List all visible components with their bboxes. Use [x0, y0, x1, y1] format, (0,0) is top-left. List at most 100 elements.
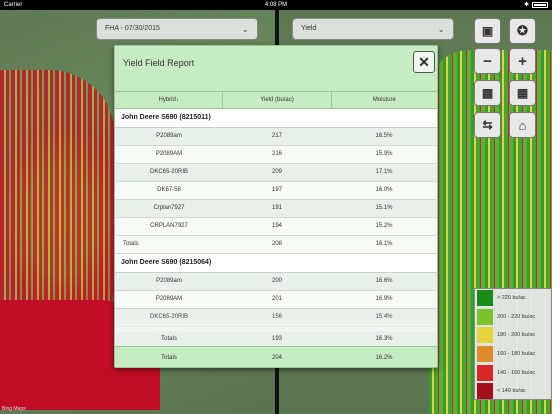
close-button[interactable]: ✕: [413, 51, 435, 73]
close-icon: ✕: [418, 53, 430, 70]
moisture-cell: 16.5%: [375, 133, 393, 139]
yield-legend: > 220 bu/ac 200 - 220 bu/ac 180 - 200 bu/a…: [474, 288, 552, 400]
legend-item: < 140 bu/ac: [475, 382, 551, 401]
group-totals-row: Totals 193 16.3%: [115, 332, 437, 346]
legend-item: 160 - 180 bu/ac: [475, 345, 551, 364]
hybrid-cell: P2089am: [156, 278, 182, 284]
legend-label: > 220 bu/ac: [497, 295, 526, 302]
totals-moisture: 16.1%: [375, 241, 393, 247]
chevron-down-icon: ⌄: [437, 24, 445, 34]
table-row[interactable]: P2089am 200 16.6%: [115, 273, 437, 291]
legend-swatch: [477, 308, 493, 325]
group-header: John Deere S690 (8215011): [115, 109, 437, 128]
yield-cell: 217: [271, 133, 282, 139]
table-row[interactable]: P2089AM 201 16.9%: [115, 291, 437, 309]
report-title: Yield Field Report: [123, 58, 195, 68]
group-totals-label: Totals: [161, 336, 177, 342]
yield-cell: 194: [271, 223, 282, 229]
walking-person-icon: ✪: [517, 23, 528, 38]
grand-totals-row: Totals 204 16.2%: [115, 346, 437, 367]
zoom-out-button[interactable]: −: [474, 48, 501, 74]
hybrid-cell: CRPLAN7927: [150, 223, 188, 229]
bluetooth-icon: ✱: [523, 2, 529, 8]
map-icon: ▣: [481, 24, 494, 38]
yield-cell: 191: [271, 205, 282, 211]
yield-report-panel: Yield Field Report ✕ Hybrid↓ Yield (bu/a…: [114, 45, 438, 368]
yield-cell: 201: [271, 296, 282, 302]
moisture-cell: 16.6%: [375, 278, 393, 284]
table-report-button[interactable]: ▦: [509, 80, 536, 106]
carrier-label: Carrier: [4, 2, 23, 8]
report-header: Yield Field Report ✕: [115, 46, 437, 91]
swap-icon: ⇆: [482, 118, 493, 132]
chevron-down-icon: ⌄: [241, 24, 249, 34]
moisture-cell: 15.9%: [375, 151, 393, 157]
home-button[interactable]: ⌂: [509, 112, 536, 138]
yield-cell: 200: [271, 278, 282, 284]
grand-totals-label: Totals: [161, 355, 177, 361]
table-row[interactable]: DKC65-20RIB 209 17.1%: [115, 164, 437, 182]
moisture-cell: 15.1%: [375, 205, 393, 211]
group-totals-moisture: 16.3%: [375, 336, 393, 342]
legend-label: 200 - 220 bu/ac: [497, 313, 536, 320]
hybrid-cell: DKC65-20RIB: [149, 169, 188, 175]
right-layer-value: Yield: [301, 25, 317, 32]
hybrid-cell: P2089am: [156, 133, 182, 139]
display-toggle-button[interactable]: ▩: [474, 80, 501, 106]
table-row[interactable]: P2089AM 216 15.9%: [115, 146, 437, 164]
minus-icon: −: [483, 52, 492, 70]
hybrid-cell: P2089AM: [155, 296, 183, 302]
battery-icon: [532, 2, 548, 8]
column-header-yield[interactable]: Yield (bu/ac): [222, 92, 330, 108]
battery-indicator: ✱: [524, 0, 548, 10]
column-header-hybrid[interactable]: Hybrid↓: [158, 97, 179, 103]
left-layer-dropdown[interactable]: FHA - 07/30/2015 ⌄: [96, 18, 258, 40]
table-row[interactable]: DK67-58 197 16.0%: [115, 182, 437, 200]
moisture-cell: 17.1%: [375, 169, 393, 175]
table-row[interactable]: P2089am 217 16.5%: [115, 128, 437, 146]
grand-totals-moisture: 16.2%: [375, 355, 393, 361]
walk-mode-button[interactable]: ✪: [509, 18, 536, 44]
table-row[interactable]: CRPLAN7927 194 15.2%: [115, 218, 437, 236]
legend-label: 140 - 160 bu/ac: [497, 369, 536, 376]
table-row[interactable]: Crplan7927 191 15.1%: [115, 200, 437, 218]
swap-layers-button[interactable]: ⇆: [474, 112, 501, 138]
totals-row: Totals 208 16.1%: [115, 236, 437, 254]
home-icon: ⌂: [518, 117, 527, 133]
yield-cell: 197: [271, 187, 282, 193]
legend-label: < 140 bu/ac: [497, 388, 526, 395]
legend-item: 140 - 160 bu/ac: [475, 363, 551, 382]
clock: 4:08 PM: [264, 2, 288, 8]
legend-label: 180 - 200 bu/ac: [497, 332, 536, 339]
right-layer-dropdown[interactable]: Yield ⌄: [292, 18, 454, 40]
legend-item: 180 - 200 bu/ac: [475, 326, 551, 345]
legend-swatch: [477, 327, 493, 344]
hybrid-cell: DK67-58: [157, 187, 181, 193]
plus-icon: +: [518, 52, 527, 70]
grand-totals-yield: 204: [271, 355, 282, 361]
scroll-fade: [115, 314, 437, 332]
zoom-in-button[interactable]: +: [509, 48, 536, 74]
table-header: Hybrid↓ Yield (bu/ac) Moisture: [115, 91, 437, 109]
legend-item: 200 - 220 bu/ac: [475, 308, 551, 327]
column-header-moisture[interactable]: Moisture: [330, 92, 437, 108]
yield-cell: 216: [271, 151, 282, 157]
left-layer-value: FHA - 07/30/2015: [105, 25, 160, 32]
legend-swatch: [477, 346, 493, 363]
legend-label: 160 - 180 bu/ac: [497, 351, 536, 358]
hybrid-cell: P2089AM: [155, 151, 183, 157]
yield-cell: 209: [271, 169, 282, 175]
moisture-cell: 16.9%: [375, 296, 393, 302]
table-icon: ▦: [516, 86, 529, 100]
group-totals-yield: 193: [271, 336, 282, 342]
group-header: John Deere S690 (8215064): [115, 254, 437, 273]
legend-swatch: [477, 383, 493, 400]
legend-swatch: [477, 364, 493, 381]
moisture-cell: 15.2%: [375, 223, 393, 229]
map-attribution: Bing Maps: [2, 406, 26, 412]
map-view-button[interactable]: ▣: [474, 18, 501, 44]
totals-label: Totals: [123, 241, 139, 247]
legend-item: > 220 bu/ac: [475, 289, 551, 308]
legend-swatch: [477, 290, 493, 307]
monitor-icon: ▩: [481, 86, 494, 100]
